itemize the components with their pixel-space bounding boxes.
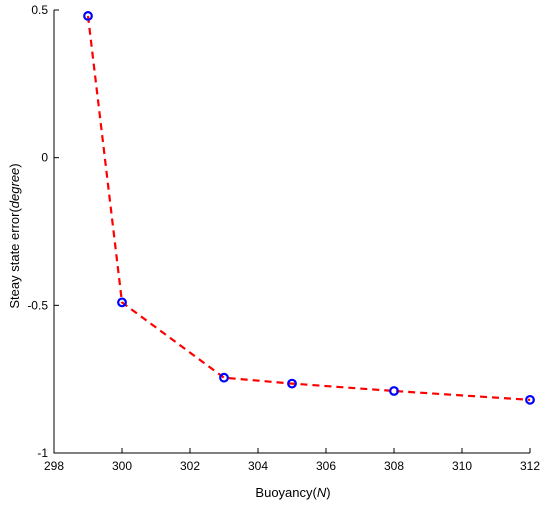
y-axis-label: Steay state error(degree) <box>7 163 22 308</box>
x-tick-label: 304 <box>248 459 268 473</box>
x-axis-ticks: 298 300 302 304 306 308 310 312 <box>44 448 540 473</box>
x-axis-label: Buoyancy(N) <box>255 485 330 500</box>
data-point-marker <box>287 378 297 389</box>
y-axis-ticks: -1 -0.5 0 0.5 <box>27 3 59 460</box>
x-tick-label: 298 <box>44 459 64 473</box>
y-axis-label-end: ) <box>7 163 22 167</box>
data-point-marker <box>389 386 399 396</box>
series-line <box>86 15 531 401</box>
x-tick-label: 302 <box>180 459 200 473</box>
data-point-marker <box>525 394 535 405</box>
x-axis-label-end: ) <box>326 485 330 500</box>
x-axis-label-main: Buoyancy( <box>255 485 317 500</box>
x-axis-label-unit: N <box>317 485 327 500</box>
y-axis-label-unit: degree <box>7 168 22 208</box>
y-tick-label: -1 <box>37 446 48 460</box>
x-tick-label: 310 <box>452 459 472 473</box>
x-tick-label: 312 <box>520 459 540 473</box>
data-point-marker <box>83 11 93 21</box>
x-tick-label: 306 <box>316 459 336 473</box>
x-tick-label: 300 <box>112 459 132 473</box>
y-tick-label: -0.5 <box>27 298 48 312</box>
data-point-marker <box>219 372 229 383</box>
y-tick-label: 0 <box>41 151 48 165</box>
data-point-marker <box>117 297 127 308</box>
series-lines <box>86 15 531 401</box>
x-tick-label: 308 <box>384 459 404 473</box>
y-tick-label: 0.5 <box>31 3 48 17</box>
series-markers <box>83 11 535 405</box>
y-axis-label-main: Steay state error( <box>7 208 22 309</box>
